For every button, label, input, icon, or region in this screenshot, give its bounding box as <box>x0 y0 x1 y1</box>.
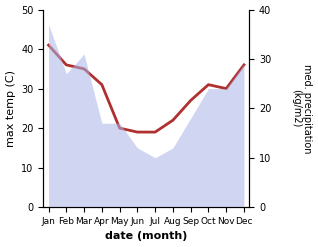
Y-axis label: med. precipitation
(kg/m2): med. precipitation (kg/m2) <box>291 64 313 153</box>
X-axis label: date (month): date (month) <box>105 231 187 242</box>
Y-axis label: max temp (C): max temp (C) <box>5 70 16 147</box>
